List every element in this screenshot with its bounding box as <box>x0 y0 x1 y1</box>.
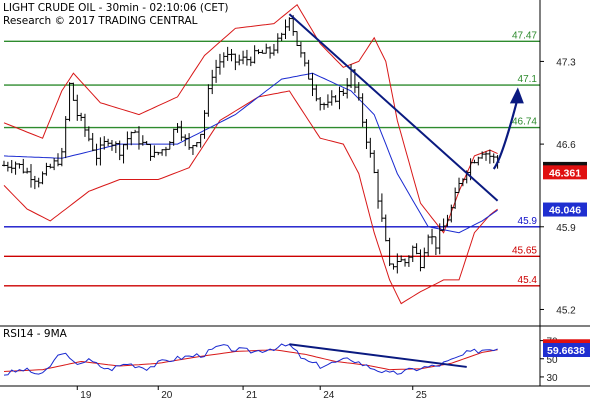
rsi-signal-ma-line <box>3 349 498 372</box>
bollinger-upper-line <box>3 3 498 234</box>
forecast-arrow-shaft <box>492 101 518 170</box>
x-tick-label: 24 <box>323 390 335 400</box>
price-panel: 47.47 47.1 46.74 45.9 45.65 45.4 <box>2 3 540 305</box>
price-tag-label: 46.361 <box>549 167 581 179</box>
price-tag-box <box>543 202 587 217</box>
chart-subtitle: Research © 2017 TRADING CENTRAL <box>3 15 198 27</box>
rsi-line <box>3 343 498 376</box>
price-y-tick-label: 45.2 <box>556 305 576 316</box>
x-tick-label: 25 <box>416 390 428 400</box>
price-tag-box <box>543 165 587 180</box>
chart-title: LIGHT CRUDE OIL - 30min - 02:10:06 (CET) <box>3 2 228 14</box>
x-tick-label: 20 <box>161 390 173 400</box>
bollinger-lower-line <box>3 90 498 305</box>
level-label-resistance_1: 46.74 <box>512 117 537 128</box>
price-y-tick-label: 46.6 <box>556 140 576 151</box>
level-label-support_1: 45.65 <box>512 245 537 256</box>
rsi-panel <box>3 343 498 376</box>
x-tick-label: 21 <box>246 390 258 400</box>
price-tag-label: 46.046 <box>549 205 581 217</box>
rsi-tag-label: 59.6638 <box>547 345 585 357</box>
level-label-resistance_2: 47.1 <box>518 74 538 85</box>
price-y-tick-label: 45.9 <box>556 223 576 234</box>
forecast-arrow-head <box>509 87 524 104</box>
rsi-tag-box <box>543 342 590 357</box>
rsi-y-tick-label: 30 <box>546 373 558 384</box>
level-label-resistance_3: 47.47 <box>512 30 537 41</box>
level-label-pivot: 45.9 <box>518 216 538 227</box>
price-y-tick-label: 47.3 <box>556 57 576 68</box>
rsi-divergence-trendline <box>289 343 467 368</box>
trendline-resistance <box>288 13 499 202</box>
level-label-support_2: 45.4 <box>518 275 538 286</box>
x-tick-label: 19 <box>80 390 92 400</box>
rsi-title: RSI14 - 9MA <box>3 328 68 340</box>
rsi-y-tick-label: 50 <box>546 355 558 366</box>
moving-average-line <box>3 72 498 234</box>
